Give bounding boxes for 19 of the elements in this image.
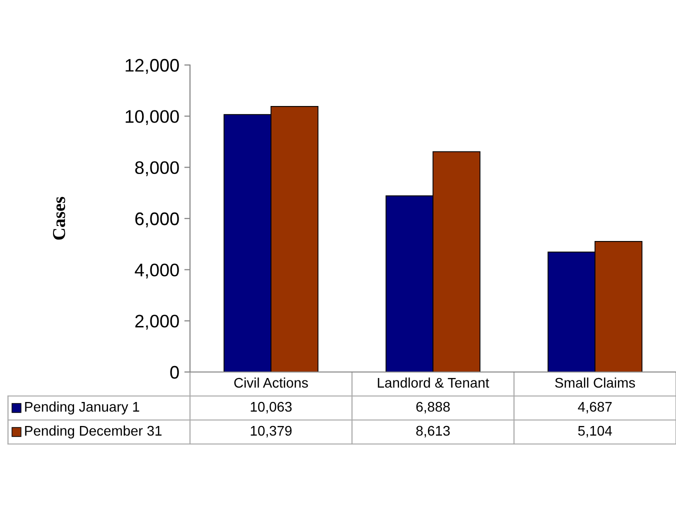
data-label: 10,063	[250, 402, 292, 414]
y-tick-label: 12,000	[126, 58, 179, 74]
data-label: 8,613	[416, 426, 450, 438]
x-tick-label: Civil Actions	[234, 378, 308, 388]
y-tick-label: 4,000	[134, 264, 179, 279]
y-axis-title: Cases	[53, 196, 66, 240]
data-label: 6,888	[416, 402, 450, 414]
y-tick-label: 0	[170, 366, 179, 379]
legend-label: Pending December 31	[25, 426, 162, 438]
y-tick-label: 6,000	[135, 212, 179, 228]
data-label: 4,687	[578, 402, 612, 414]
data-label: 10,379	[250, 426, 292, 438]
y-tick-label: 2,000	[135, 314, 179, 330]
y-tick-label: 10,000	[126, 110, 179, 126]
x-tick-label: Small Claims	[555, 378, 636, 388]
data-label: 5,104	[578, 426, 612, 438]
x-tick-label: Landlord & Tenant	[378, 378, 490, 388]
y-tick-label: 8,000	[135, 161, 179, 176]
legend-label: Pending January 1	[25, 402, 140, 414]
